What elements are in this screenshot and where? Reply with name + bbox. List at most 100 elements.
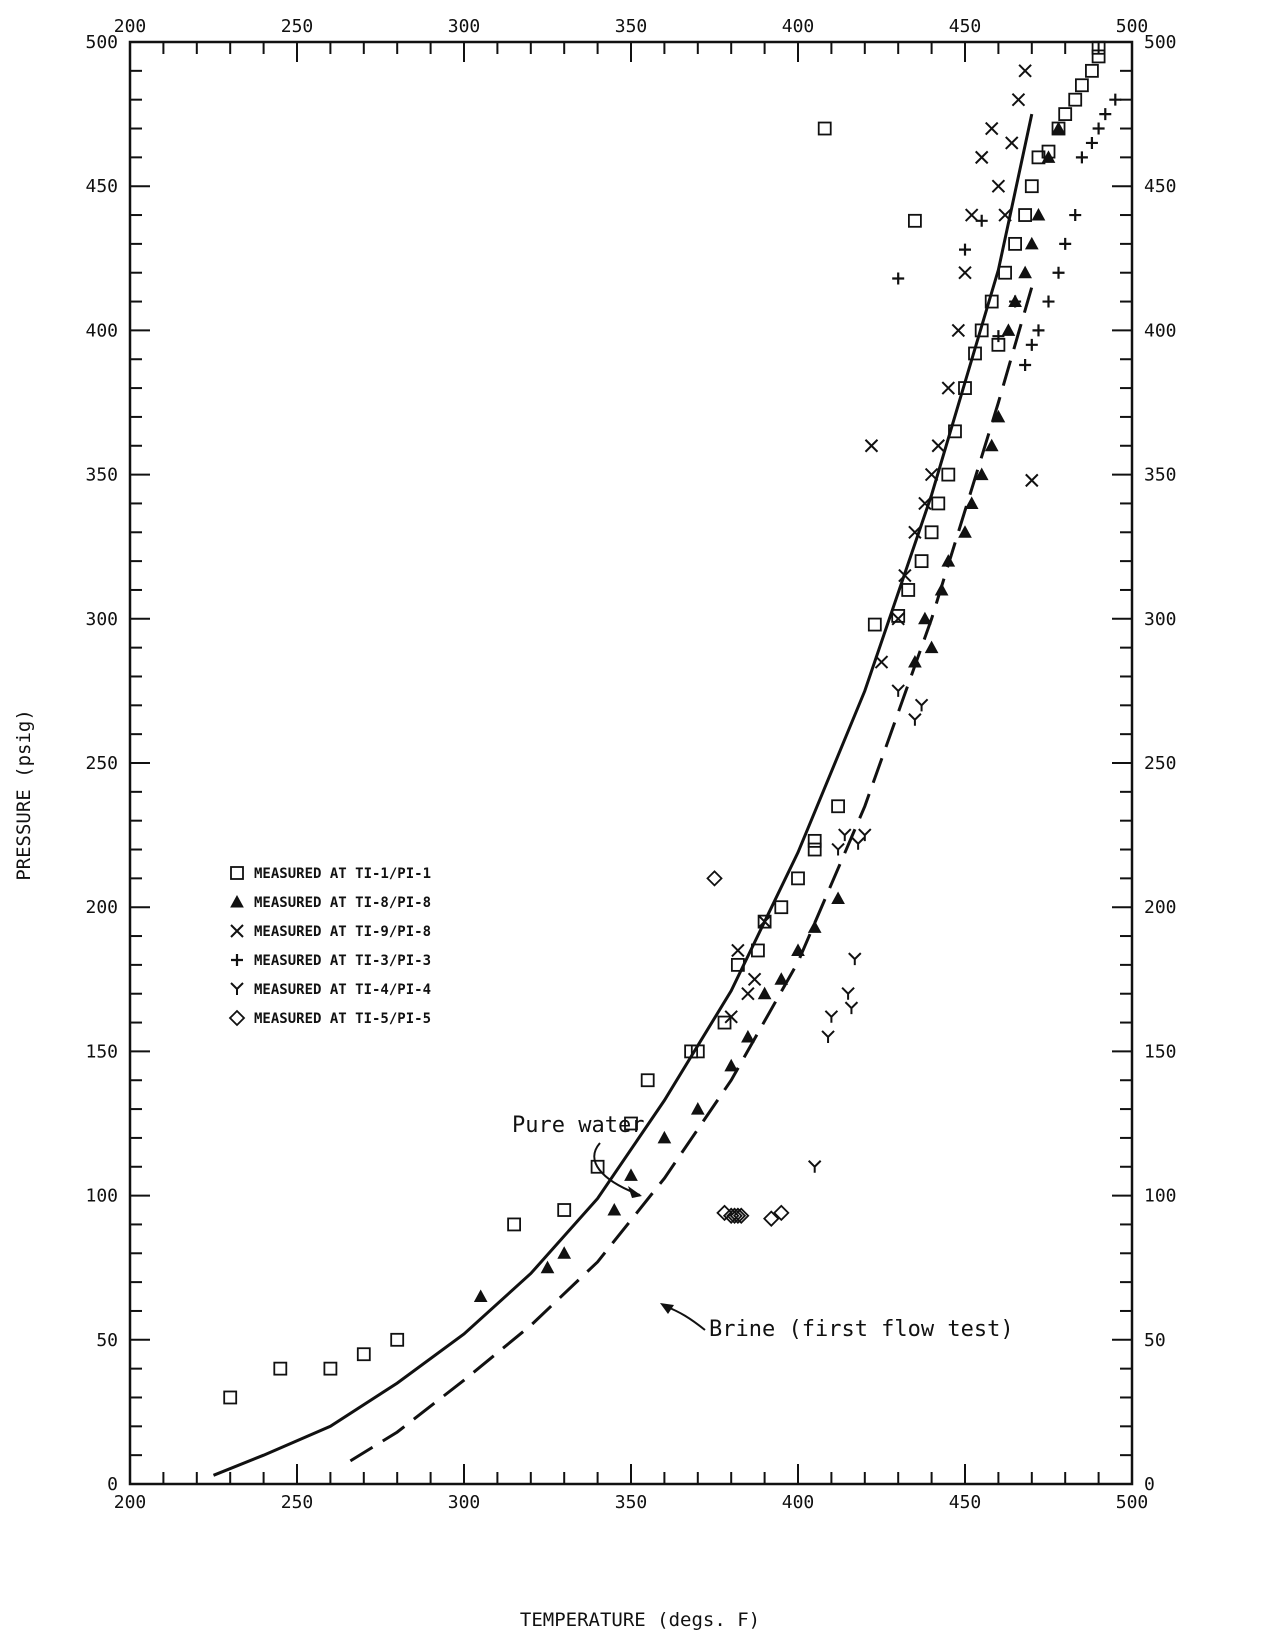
data-point-plus xyxy=(1059,237,1072,250)
data-point-square xyxy=(974,323,989,338)
x-tick-label-top: 400 xyxy=(782,16,815,37)
data-point-triangle xyxy=(991,409,1006,423)
y-tick-label-left: 500 xyxy=(85,32,118,53)
data-point-plus xyxy=(992,330,1005,343)
x-tick-label-top: 200 xyxy=(114,16,147,37)
x-tick-label-bottom: 300 xyxy=(448,1492,481,1513)
data-point-triangle xyxy=(964,496,979,509)
data-point-square xyxy=(223,1390,238,1405)
data-point-y xyxy=(891,684,905,697)
x-tick-label-bottom: 450 xyxy=(949,1492,982,1513)
y-tick-label-left: 450 xyxy=(85,176,118,197)
data-point-x xyxy=(998,208,1012,222)
data-point-triangle xyxy=(1001,323,1016,336)
data-point-plus xyxy=(1069,209,1082,222)
data-point-square xyxy=(1018,208,1033,222)
data-point-x xyxy=(974,150,989,165)
data-point-diamond xyxy=(726,1207,743,1225)
data-point-triangle xyxy=(724,1058,739,1072)
y-tick-label-right: 150 xyxy=(1144,1041,1177,1062)
x-tick-label-bottom: 350 xyxy=(615,1492,648,1513)
data-point-x xyxy=(747,972,762,987)
axis-ticks: 2002002502503003003503504004004504505005… xyxy=(85,16,1176,1513)
legend-label: MEASURED AT TI-8/PI-8 xyxy=(254,895,431,911)
data-point-x xyxy=(908,525,922,539)
plot-frame xyxy=(128,40,1134,1486)
annotation-pure-water: Pure water xyxy=(512,1113,644,1138)
data-point-triangle xyxy=(934,582,949,596)
data-point-plus xyxy=(1032,324,1045,337)
legend-marker-triangle xyxy=(230,894,244,908)
data-point-y xyxy=(838,828,852,842)
data-point-x xyxy=(958,266,972,280)
data-point-triangle xyxy=(974,467,989,481)
data-point-triangle xyxy=(791,943,805,956)
y-tick-label-left: 100 xyxy=(85,1186,118,1207)
data-point-square xyxy=(1024,179,1039,194)
data-point-x xyxy=(898,568,912,583)
data-point-triangle xyxy=(473,1289,488,1303)
data-point-triangle xyxy=(657,1130,672,1144)
legend-label: MEASURED AT TI-3/PI-3 xyxy=(254,953,431,969)
data-point-y xyxy=(807,1160,822,1173)
data-point-square xyxy=(791,871,805,886)
legend-marker-x xyxy=(230,924,244,938)
data-point-square xyxy=(807,833,822,848)
data-point-triangle xyxy=(1031,207,1046,221)
data-point-square xyxy=(640,1073,655,1088)
data-point-square xyxy=(717,1015,732,1030)
data-point-x xyxy=(874,655,889,669)
data-point-diamond xyxy=(729,1207,747,1225)
data-point-square xyxy=(968,346,982,361)
data-point-square xyxy=(1091,40,1106,55)
data-point-plus xyxy=(1025,338,1038,351)
data-point-square xyxy=(807,842,822,857)
data-point-square xyxy=(751,943,765,958)
data-point-square xyxy=(984,294,999,309)
data-point-square xyxy=(941,467,956,482)
data-point-square xyxy=(891,609,906,623)
legend-label: MEASURED AT TI-5/PI-5 xyxy=(254,1011,431,1027)
data-point-triangle xyxy=(831,891,845,905)
data-point-square xyxy=(730,957,745,972)
data-point-square xyxy=(356,1347,371,1362)
data-point-square xyxy=(690,1044,705,1059)
data-point-triangle xyxy=(924,640,939,654)
data-point-square xyxy=(817,121,832,136)
data-point-triangle xyxy=(607,1202,622,1216)
data-point-plus xyxy=(1085,136,1098,149)
data-point-plus xyxy=(1052,266,1065,279)
annotation-arrow xyxy=(593,1142,641,1196)
data-point-x xyxy=(985,121,999,136)
y-tick-label-right: 250 xyxy=(1144,753,1177,774)
y-tick-label-left: 250 xyxy=(85,753,118,774)
data-point-triangle xyxy=(757,986,772,1000)
data-point-x xyxy=(891,612,905,626)
data-point-x xyxy=(864,439,879,453)
data-point-square xyxy=(998,265,1012,280)
data-point-triangle xyxy=(557,1246,572,1259)
data-point-square xyxy=(757,914,772,929)
x-tick-label-top: 300 xyxy=(448,16,481,37)
y-tick-label-right: 500 xyxy=(1144,32,1177,53)
data-point-triangle xyxy=(1018,265,1032,279)
data-point-y xyxy=(824,1010,839,1023)
legend-label: MEASURED AT TI-9/PI-8 xyxy=(254,924,431,940)
data-point-triangle xyxy=(918,611,932,625)
data-point-triangle xyxy=(1051,121,1066,135)
y-tick-label-left: 150 xyxy=(85,1041,118,1062)
data-point-x xyxy=(1011,92,1026,107)
y-tick-label-right: 350 xyxy=(1144,465,1177,486)
legend-label: MEASURED AT TI-4/PI-4 xyxy=(254,982,431,998)
data-point-diamond xyxy=(763,1210,780,1227)
data-point-diamond xyxy=(732,1207,750,1225)
data-point-square xyxy=(1091,49,1106,64)
data-point-y xyxy=(858,828,872,842)
data-point-square xyxy=(557,1203,572,1217)
data-point-plus xyxy=(1019,359,1032,372)
y-tick-label-right: 100 xyxy=(1144,1186,1177,1207)
data-point-triangle xyxy=(984,438,999,452)
data-points xyxy=(223,40,1122,1405)
data-point-square xyxy=(901,583,916,597)
y-tick-label-left: 0 xyxy=(107,1474,118,1495)
